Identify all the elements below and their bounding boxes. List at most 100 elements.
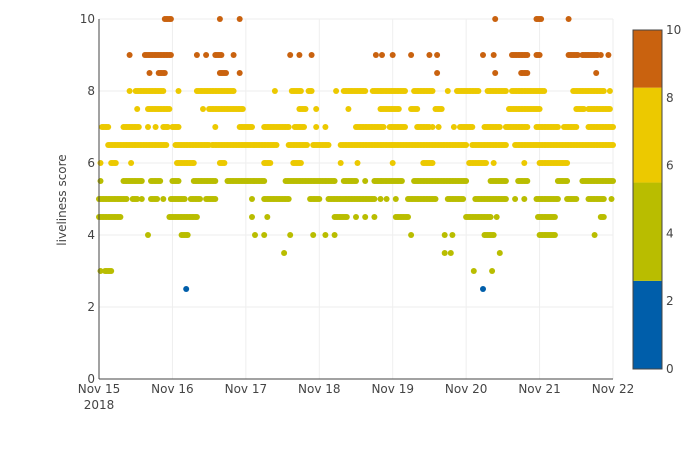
scatter-point [580,106,587,112]
scatter-point [441,232,448,238]
scatter-point [460,196,467,202]
scatter-point [434,70,441,76]
scatter-point [301,124,307,130]
scatter-point [564,178,571,184]
scatter-point [512,196,519,202]
scatter-point [444,88,451,94]
scatter-point [502,178,509,184]
scatter-point [252,232,258,238]
scatter-point [200,106,206,112]
scatter-point [521,160,528,166]
scatter-point [600,88,607,94]
scatter-point [438,106,445,112]
data-points [96,16,616,292]
colorbar-band [633,182,662,281]
scatter-point [261,178,268,184]
scatter-point [331,232,338,238]
scatter-point [193,52,200,58]
scatter-point [161,70,168,76]
scatter-point [316,196,323,202]
scatter-point [297,88,304,94]
scatter-point [221,160,228,166]
scatter-point [212,178,219,184]
scatter-point [377,196,384,202]
scatter-point [322,232,329,238]
scatter-point [610,142,616,148]
scatter-point [261,232,268,238]
colorbar-band [633,87,662,183]
scatter-point [135,124,142,130]
scatter-point [524,52,531,58]
scatter-point [154,196,161,202]
y-tick-label: 2 [87,300,95,314]
scatter-point [183,286,190,292]
colorbar-frame [632,29,663,370]
scatter-point [371,196,378,202]
scatter-point [502,142,509,148]
scatter-point [606,106,613,112]
scatter-point [313,106,320,112]
scatter-point [126,52,133,58]
scatter-point [434,52,441,58]
y-tick-label: 6 [87,156,95,170]
scatter-point [308,52,315,58]
scatter-point [383,196,390,202]
scatter-point [538,16,545,22]
scatter-point [524,124,531,130]
scatter-point [402,88,408,94]
scatter-point [371,214,378,220]
scatter-point [302,106,309,112]
scatter-point [239,106,246,112]
scatter-point [493,214,500,220]
scatter-point [218,52,225,58]
colorbar-band [633,280,662,369]
y-tick-label: 8 [87,84,95,98]
scatter-point [117,214,124,220]
scatter-point [447,250,454,256]
scatter-point [212,124,219,130]
colorbar-tick-label: 2 [666,294,674,308]
x-tick-label: Nov 22 [592,382,635,396]
scatter-point [128,160,135,166]
scatter-point [593,70,600,76]
scatter-point [126,88,133,94]
scatter-point [470,268,477,274]
axes: 0 2 4 6 8 10 Nov 15 2018 Nov 16 Nov 17 Nov 18 Nov 1… [78,12,635,412]
scatter-point [389,52,396,58]
scatter-point [463,142,470,148]
scatter-point [322,124,329,130]
scatter-point [310,232,317,238]
scatter-point [112,160,119,166]
scatter-point [273,142,280,148]
scatter-point [480,286,486,292]
scatter-point [296,52,303,58]
scatter-point [264,214,271,220]
scatter-point [380,124,387,130]
scatter-point [230,52,237,58]
scatter-point [230,88,237,94]
y-tick-label: 10 [80,12,95,26]
scatter-point [138,196,145,202]
scatter-point [463,178,470,184]
scatter-point [565,16,572,22]
colorbar-tick-label: 8 [666,91,674,105]
scatter-point [469,124,476,130]
scatter-point [405,214,411,220]
scatter-point [429,124,436,130]
scatter-point [502,196,509,202]
scatter-point [175,178,182,184]
scatter-point [489,268,496,274]
scatter-point [551,232,558,238]
colorbar-tick-label: 4 [666,226,674,240]
scatter-point [362,88,369,94]
scatter-point [337,160,344,166]
scatter-point [97,160,104,166]
x-tick-label: Nov 18 [298,382,341,396]
scatter-point [606,88,613,94]
scatter-point [362,214,369,220]
scatter-point [287,52,294,58]
scatter-point [389,160,396,166]
scatter-point [190,160,197,166]
scatter-point [285,124,292,130]
